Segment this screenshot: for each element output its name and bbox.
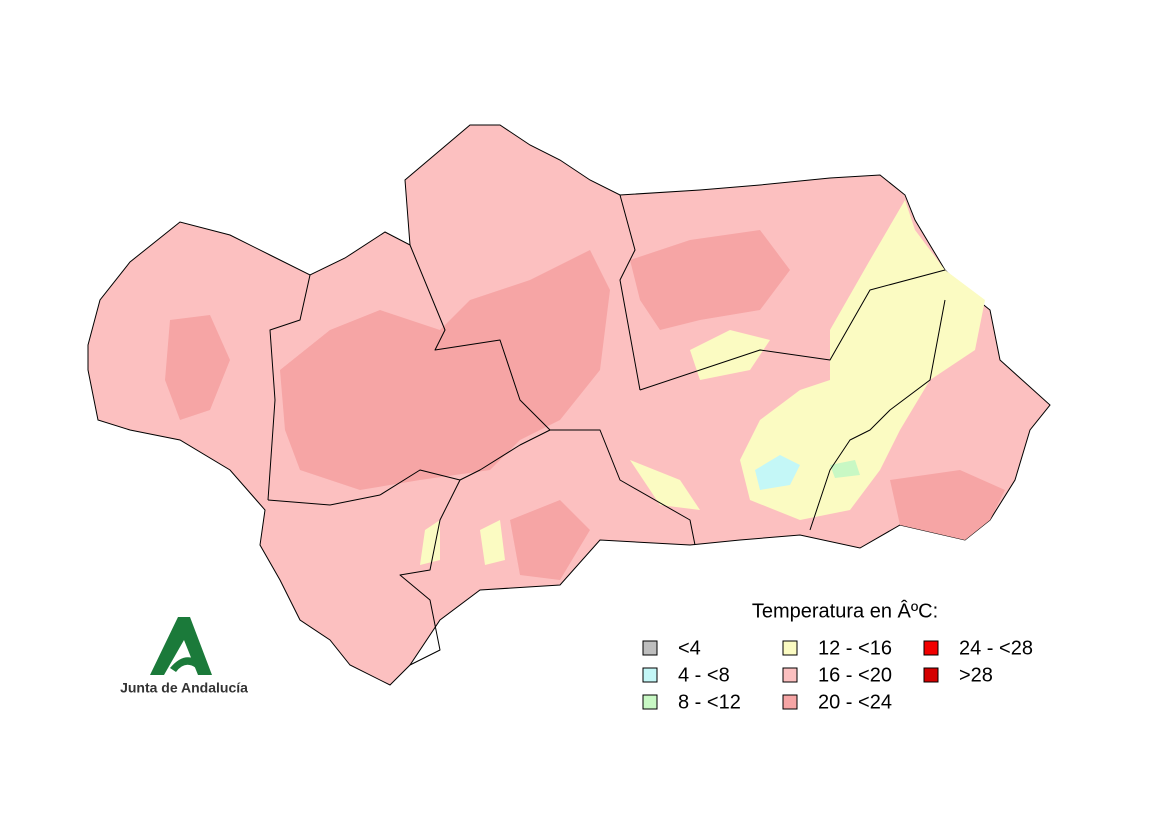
warm-zone: [630, 230, 790, 330]
province-border: [399, 479, 461, 666]
legend-swatch: [782, 694, 798, 710]
mild-zone: [630, 460, 700, 510]
legend-swatch: [923, 667, 939, 683]
warm-zone: [280, 250, 610, 490]
legend-label: 8 - <12: [678, 691, 741, 713]
legend-swatch: [642, 640, 658, 656]
legend-swatch: [782, 640, 798, 656]
province-border: [267, 274, 311, 501]
cool-zone: [755, 455, 800, 490]
logo-mark: [170, 657, 200, 672]
legend-label: 20 - <24: [818, 691, 892, 713]
legend-label: >28: [959, 664, 993, 686]
cool-zone: [830, 460, 860, 478]
mild-zone: [690, 330, 770, 380]
legend: <4 4 - <8 8 - <12 12 - <16 16 - <20 20 - <24 2…: [642, 637, 1033, 713]
warm-zone: [510, 500, 590, 580]
province-border: [619, 194, 641, 391]
legend-swatch: [923, 640, 939, 656]
legend-label: <4: [678, 637, 701, 659]
logo-text: Junta de Andalucía: [120, 680, 248, 696]
province-border: [809, 299, 946, 531]
logo: Junta de Andalucía: [120, 617, 248, 696]
mild-zone: [740, 200, 985, 520]
warm-zone: [890, 470, 1005, 540]
mild-zone: [420, 520, 440, 565]
province-border: [550, 429, 696, 546]
province-border: [267, 429, 551, 506]
legend-label: 12 - <16: [818, 637, 892, 659]
legend-label: 4 - <8: [678, 664, 730, 686]
legend-title: Temperatura en ÂºC:: [752, 599, 938, 622]
legend-label: 16 - <20: [818, 664, 892, 686]
legend-swatch: [782, 667, 798, 683]
mild-zone: [480, 520, 505, 565]
legend-label: 24 - <28: [959, 637, 1033, 659]
province-border: [409, 244, 551, 431]
province-border: [639, 269, 946, 391]
warm-zone: [165, 315, 230, 420]
legend-swatch: [642, 667, 658, 683]
map: [87, 124, 1051, 686]
legend-swatch: [642, 694, 658, 710]
